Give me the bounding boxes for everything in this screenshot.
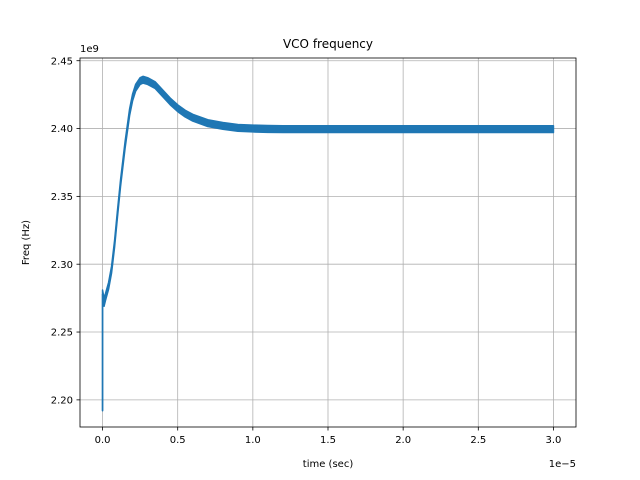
x-tick-label: 1.5 bbox=[320, 435, 336, 446]
ticks: 0.0 0.5 1.0 1.5 2.0 2.5 3.0 2.20 2.25 2.30 2.35 2.4… bbox=[51, 56, 562, 446]
chart-title: VCO frequency bbox=[283, 37, 373, 51]
x-tick-label: 2.0 bbox=[395, 435, 411, 446]
y-tick-label: 2.30 bbox=[51, 260, 73, 271]
y-tick-label: 2.20 bbox=[51, 395, 73, 406]
y-axis-label: Freq (Hz) bbox=[21, 220, 32, 265]
x-tick-label: 0.0 bbox=[95, 435, 111, 446]
series-line bbox=[101, 78, 554, 411]
series-band bbox=[101, 75, 555, 412]
y-tick-label: 2.45 bbox=[51, 56, 73, 67]
plot-area bbox=[101, 75, 555, 412]
y-tick-label: 2.40 bbox=[51, 124, 73, 135]
y-tick-label: 2.25 bbox=[51, 328, 73, 339]
x-tick-label: 1.0 bbox=[245, 435, 261, 446]
x-tick-label: 2.5 bbox=[470, 435, 486, 446]
grid bbox=[80, 58, 576, 427]
x-tick-label: 3.0 bbox=[546, 435, 562, 446]
x-axis-offset-label: 1e−5 bbox=[549, 459, 576, 470]
y-axis-offset-label: 1e9 bbox=[80, 44, 99, 55]
x-tick-label: 0.5 bbox=[170, 435, 186, 446]
y-tick-label: 2.35 bbox=[51, 192, 73, 203]
x-axis-label: time (sec) bbox=[303, 459, 354, 470]
